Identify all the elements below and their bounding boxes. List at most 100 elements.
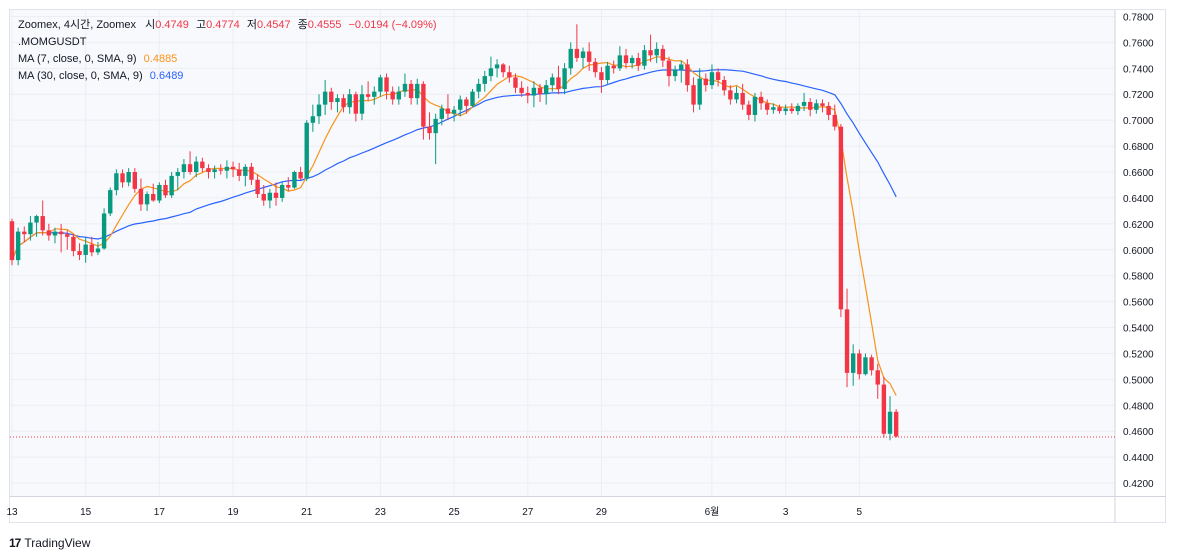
candle-down bbox=[230, 166, 236, 170]
candle-up bbox=[15, 231, 21, 261]
tradingview-logo-icon[interactable]: 17 bbox=[9, 536, 21, 550]
candle-up bbox=[562, 68, 567, 90]
candle-down bbox=[384, 77, 389, 92]
candle-down bbox=[586, 51, 592, 62]
ma30-row[interactable]: MA (30, close, 0, SMA, 9) 0.6489 bbox=[18, 68, 437, 85]
y-tick-label: 0.7400 bbox=[1123, 64, 1154, 75]
candle-down bbox=[599, 72, 604, 80]
candle-down bbox=[427, 126, 432, 134]
candle-down bbox=[808, 102, 813, 110]
low-value: 0.4547 bbox=[256, 19, 291, 31]
y-tick-label: 0.5800 bbox=[1123, 272, 1154, 283]
ticker-row: .MOMGUSDT bbox=[18, 34, 437, 51]
candle-up bbox=[335, 98, 340, 103]
candle-up bbox=[396, 91, 402, 100]
candle-up bbox=[752, 96, 758, 115]
candle-up bbox=[550, 77, 555, 86]
x-tick-label: 27 bbox=[522, 507, 534, 518]
candle-down bbox=[574, 48, 580, 58]
chart-legend: Zoomex, 4시간, Zoomex 시0.4749 고0.4774 저0.4… bbox=[18, 17, 437, 85]
candle-down bbox=[648, 50, 653, 56]
candle-down bbox=[132, 172, 137, 189]
candle-up bbox=[709, 72, 715, 86]
candle-up bbox=[304, 122, 309, 179]
candle-down bbox=[89, 244, 95, 253]
candle-up bbox=[605, 65, 610, 80]
open-value: 0.4749 bbox=[155, 19, 189, 31]
high-value: 0.4774 bbox=[206, 19, 240, 31]
brand-label[interactable]: TradingView bbox=[24, 536, 91, 550]
y-tick-label: 0.7200 bbox=[1123, 90, 1154, 101]
candle-down bbox=[685, 64, 690, 86]
candle-up bbox=[243, 166, 248, 176]
candle-up bbox=[801, 102, 807, 106]
candle-down bbox=[286, 184, 291, 188]
y-tick-label: 0.6600 bbox=[1123, 168, 1154, 179]
candle-down bbox=[789, 108, 794, 112]
x-tick-label: 3 bbox=[783, 507, 789, 518]
candle-up bbox=[672, 69, 678, 77]
candle-up bbox=[476, 83, 481, 92]
candle-down bbox=[832, 114, 837, 127]
open-label: 시 bbox=[145, 19, 156, 31]
candle-up bbox=[34, 216, 39, 223]
candle-down bbox=[838, 126, 844, 310]
candle-up bbox=[144, 194, 150, 205]
candle-down bbox=[722, 79, 727, 91]
candle-down bbox=[666, 60, 672, 77]
candle-down bbox=[893, 411, 899, 437]
candle-up bbox=[531, 87, 537, 96]
candle-down bbox=[421, 83, 426, 127]
candle-up bbox=[771, 107, 776, 110]
candle-up bbox=[568, 48, 573, 69]
candle-up bbox=[126, 172, 131, 183]
y-tick-label: 0.5400 bbox=[1123, 324, 1154, 335]
candle-down bbox=[507, 72, 512, 78]
candle-down bbox=[9, 221, 15, 261]
price-chart[interactable]: 0.7800 0.7600 0.7400 0.7200 0.7000 0.6800 0.66… bbox=[0, 0, 1177, 530]
candle-up bbox=[108, 190, 113, 214]
candle-up bbox=[814, 103, 819, 110]
candle-down bbox=[200, 161, 205, 169]
candle-up bbox=[470, 91, 475, 106]
candle-up bbox=[402, 83, 408, 92]
candle-up bbox=[654, 48, 659, 56]
candle-up bbox=[181, 164, 187, 172]
candle-up bbox=[679, 64, 684, 70]
candle-up bbox=[642, 50, 647, 66]
candle-down bbox=[519, 87, 524, 93]
candle-down bbox=[218, 169, 223, 171]
candle-up bbox=[212, 169, 217, 172]
y-tick-label: 0.4200 bbox=[1123, 479, 1154, 490]
x-tick-label: 15 bbox=[80, 507, 92, 518]
ma7-label: MA (7, close, 0, SMA, 9) bbox=[18, 53, 137, 65]
candle-down bbox=[765, 103, 770, 110]
ma7-row[interactable]: MA (7, close, 0, SMA, 9) 0.4885 bbox=[18, 51, 437, 68]
candle-down bbox=[341, 98, 346, 108]
x-tick-label: 21 bbox=[301, 507, 313, 518]
candle-up bbox=[458, 99, 463, 110]
candle-up bbox=[795, 105, 801, 112]
candle-down bbox=[77, 251, 82, 255]
candle-down bbox=[138, 188, 144, 205]
close-value: 0.4555 bbox=[307, 19, 342, 31]
candle-down bbox=[740, 92, 745, 105]
candle-down bbox=[728, 90, 733, 100]
candle-up bbox=[863, 357, 868, 375]
y-tick-label: 0.6200 bbox=[1123, 220, 1154, 231]
y-tick-label: 0.7800 bbox=[1123, 12, 1154, 23]
change-value: −0.0194 (−4.09%) bbox=[348, 19, 437, 31]
candle-down bbox=[187, 164, 193, 172]
candle-down bbox=[71, 236, 76, 252]
candle-up bbox=[617, 55, 623, 69]
candle-up bbox=[310, 116, 316, 123]
ticker-label: .MOMGUSDT bbox=[18, 36, 87, 48]
candle-down bbox=[236, 169, 242, 176]
candle-down bbox=[390, 91, 395, 100]
y-tick-label: 0.4800 bbox=[1123, 401, 1154, 412]
symbol-line: Zoomex, 4시간, Zoomex bbox=[18, 19, 137, 31]
candle-up bbox=[95, 248, 101, 253]
candle-down bbox=[58, 231, 64, 235]
candle-up bbox=[850, 353, 856, 373]
candle-down bbox=[206, 168, 211, 172]
